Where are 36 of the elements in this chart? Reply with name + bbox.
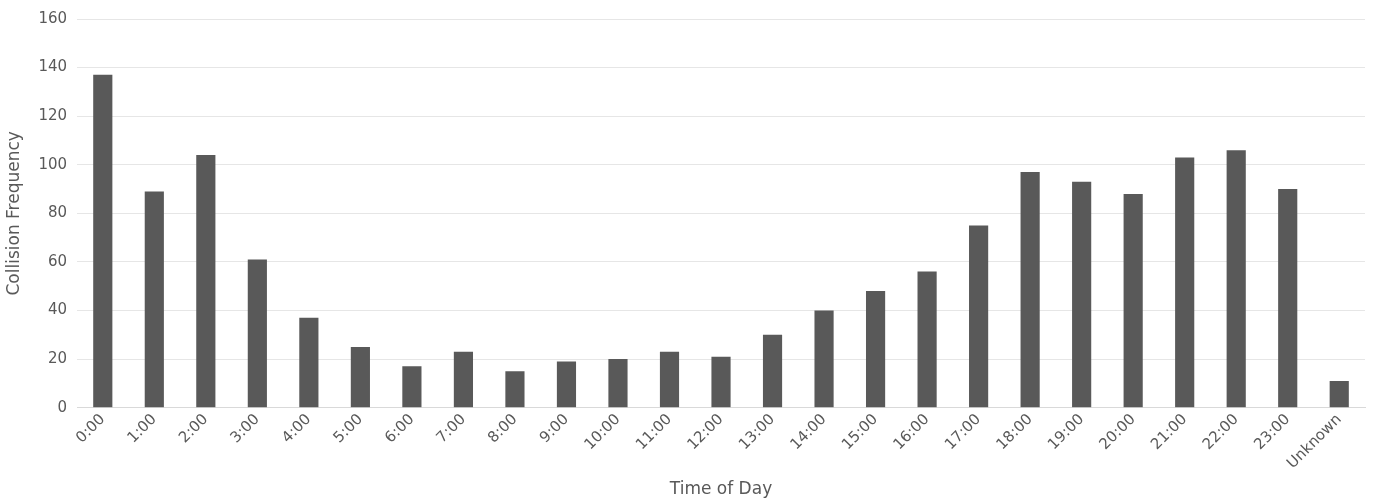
bar	[247, 259, 267, 408]
x-axis-title: Time of Day	[668, 478, 773, 499]
y-tick-label: 140	[38, 57, 68, 76]
bar	[556, 361, 577, 408]
bar	[1123, 193, 1143, 408]
y-tick-label: 0	[57, 397, 68, 416]
bar	[1278, 189, 1298, 408]
bar	[1226, 150, 1246, 408]
bar	[402, 366, 422, 408]
y-axis-title: Collision Frequency	[2, 131, 23, 296]
y-tick-label: 80	[47, 203, 68, 222]
y-tick-label: 40	[47, 300, 68, 319]
y-tick-label: 160	[38, 8, 68, 27]
bar	[1020, 172, 1040, 408]
bar	[93, 74, 113, 408]
bar	[659, 351, 680, 408]
bar	[196, 155, 216, 408]
bar	[711, 356, 731, 408]
bar	[814, 310, 834, 408]
bar	[917, 271, 937, 408]
bar	[350, 346, 370, 408]
bar	[969, 225, 989, 408]
bar	[608, 359, 628, 408]
bar	[1329, 380, 1349, 408]
bar	[453, 351, 473, 408]
bar	[1072, 181, 1092, 408]
y-tick-label: 120	[38, 106, 68, 125]
bar	[865, 291, 886, 408]
bar	[1175, 157, 1195, 408]
bar	[299, 317, 319, 408]
bar	[144, 191, 164, 408]
y-tick-label: 100	[38, 154, 68, 173]
bar	[505, 371, 525, 408]
y-tick-label: 60	[47, 251, 68, 270]
y-tick-label: 20	[47, 348, 68, 367]
bar	[762, 334, 783, 408]
